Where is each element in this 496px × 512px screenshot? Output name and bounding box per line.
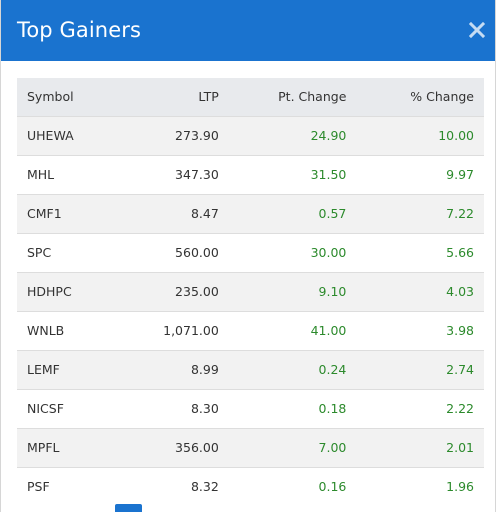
symbol-cell[interactable]: HDHPC: [27, 284, 72, 299]
pct-change-cell: 10.00: [438, 128, 474, 143]
table-row[interactable]: MPFL 356.00 7.00 2.01: [17, 428, 484, 467]
pct-change-cell: 5.66: [446, 245, 474, 260]
ltp-cell: 8.99: [190, 362, 219, 377]
pagination: [17, 504, 484, 512]
pt-change-cell: 0.24: [318, 362, 347, 377]
gainers-table: Symbol LTP Pt. Change % Change UHEWA 273…: [17, 78, 484, 506]
table-row[interactable]: SPC 560.00 30.00 5.66: [17, 233, 484, 272]
symbol-cell[interactable]: MHL: [27, 167, 55, 182]
pct-change-cell: 2.01: [446, 440, 474, 455]
ltp-cell: 235.00: [175, 284, 219, 299]
pt-change-cell: 0.18: [318, 401, 347, 416]
gainers-table-container: Symbol LTP Pt. Change % Change UHEWA 273…: [17, 78, 484, 506]
table-header-row: Symbol LTP Pt. Change % Change: [17, 78, 484, 116]
ltp-cell: 8.47: [190, 206, 219, 221]
ltp-cell: 347.30: [175, 167, 219, 182]
table-row[interactable]: LEMF 8.99 0.24 2.74: [17, 350, 484, 389]
modal-title: Top Gainers: [17, 18, 141, 42]
ltp-cell: 8.32: [190, 479, 219, 495]
symbol-cell[interactable]: UHEWA: [27, 128, 74, 143]
ltp-cell: 560.00: [175, 245, 219, 260]
table-row[interactable]: NICSF 8.30 0.18 2.22: [17, 389, 484, 428]
pct-change-cell: 9.97: [446, 167, 474, 182]
column-header-ltp[interactable]: LTP: [198, 89, 219, 105]
table-row[interactable]: UHEWA 273.90 24.90 10.00: [17, 116, 484, 155]
column-header-pct-change[interactable]: % Change: [410, 89, 474, 105]
table-row[interactable]: WNLB 1,071.00 41.00 3.98: [17, 311, 484, 350]
page-button-active[interactable]: [115, 504, 142, 512]
symbol-cell[interactable]: PSF: [27, 479, 50, 495]
pt-change-cell: 24.90: [310, 128, 347, 143]
pct-change-cell: 1.96: [446, 479, 474, 495]
symbol-cell[interactable]: MPFL: [27, 440, 60, 455]
table-row[interactable]: MHL 347.30 31.50 9.97: [17, 155, 484, 194]
pt-change-cell: 41.00: [310, 323, 347, 338]
pct-change-cell: 2.74: [446, 362, 474, 377]
symbol-cell[interactable]: WNLB: [27, 323, 65, 338]
symbol-cell[interactable]: LEMF: [27, 362, 60, 377]
pt-change-cell: 0.16: [318, 479, 347, 495]
pct-change-cell: 2.22: [446, 401, 474, 416]
pt-change-cell: 9.10: [318, 284, 347, 299]
close-icon[interactable]: [468, 21, 486, 39]
pt-change-cell: 0.57: [318, 206, 347, 221]
pct-change-cell: 4.03: [446, 284, 474, 299]
modal-header: Top Gainers: [1, 0, 495, 61]
table-row[interactable]: CMF1 8.47 0.57 7.22: [17, 194, 484, 233]
pt-change-cell: 30.00: [310, 245, 347, 260]
pt-change-cell: 31.50: [310, 167, 347, 182]
pct-change-cell: 7.22: [446, 206, 474, 221]
column-header-symbol[interactable]: Symbol: [27, 89, 74, 105]
symbol-cell[interactable]: SPC: [27, 245, 52, 260]
table-row[interactable]: HDHPC 235.00 9.10 4.03: [17, 272, 484, 311]
symbol-cell[interactable]: CMF1: [27, 206, 62, 221]
ltp-cell: 356.00: [175, 440, 219, 455]
ltp-cell: 1,071.00: [163, 323, 219, 338]
symbol-cell[interactable]: NICSF: [27, 401, 64, 416]
table-row[interactable]: PSF 8.32 0.16 1.96: [17, 467, 484, 506]
pct-change-cell: 3.98: [446, 323, 474, 338]
ltp-cell: 8.30: [190, 401, 219, 416]
column-header-pt-change[interactable]: Pt. Change: [278, 89, 347, 105]
ltp-cell: 273.90: [175, 128, 219, 143]
pt-change-cell: 7.00: [318, 440, 347, 455]
